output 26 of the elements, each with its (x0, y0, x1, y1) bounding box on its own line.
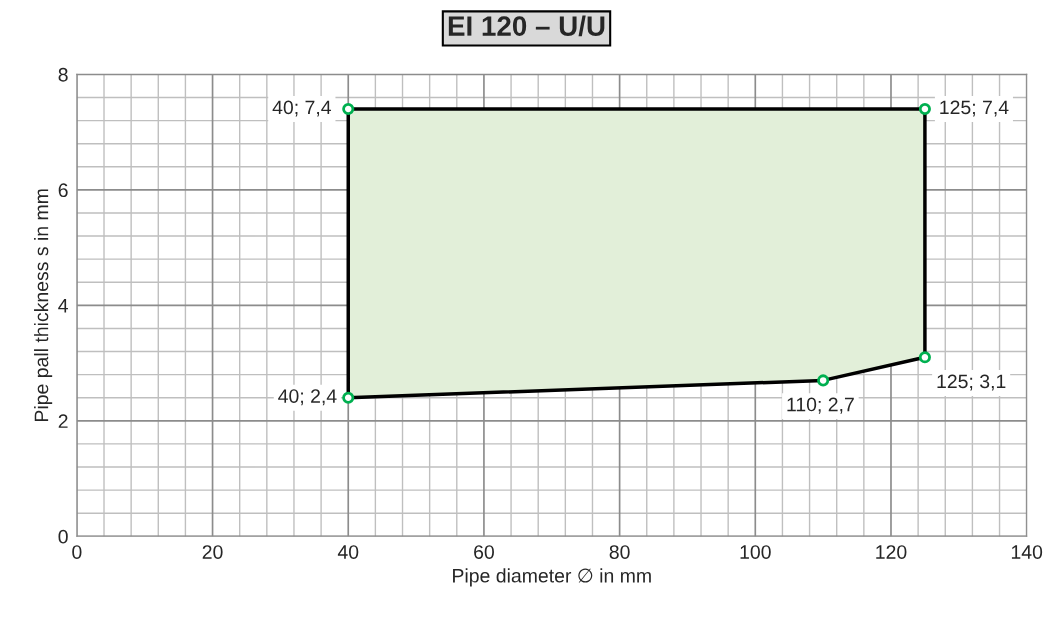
data-label: 40; 7,4 (272, 100, 332, 117)
y-tick-label: 8 (58, 67, 68, 82)
x-tick-label: 100 (740, 545, 771, 559)
point (342, 102, 355, 116)
x-tick-label: 60 (474, 545, 494, 559)
chart-title: EI 120 – U/U (448, 15, 605, 37)
data-label: 125; 7,4 (940, 100, 1009, 117)
x-tick-label: 0 (72, 545, 82, 559)
point (342, 391, 355, 404)
y-tick-label: 4 (58, 299, 68, 313)
point (817, 374, 830, 387)
x-axis-title: Pipe diameter ∅ in mm (453, 568, 651, 587)
x-tick-label: 20 (202, 545, 223, 559)
y-tick-label: 6 (58, 183, 68, 198)
point (918, 351, 931, 364)
point (918, 102, 931, 116)
x-tick-label: 120 (876, 545, 907, 559)
x-tick-label: 40 (337, 545, 359, 559)
y-tick-label: 0 (58, 529, 68, 544)
y-axis-title: Pipe pall thickness s in mm (34, 189, 53, 421)
data-label: 125; 3,1 (937, 374, 1006, 391)
y-tick-label: 2 (58, 414, 68, 428)
x-tick-label: 140 (1011, 545, 1043, 559)
data-label: 40; 2,4 (278, 389, 337, 406)
x-tick-label: 80 (609, 545, 630, 559)
data-label: 110; 2,7 (787, 397, 854, 414)
